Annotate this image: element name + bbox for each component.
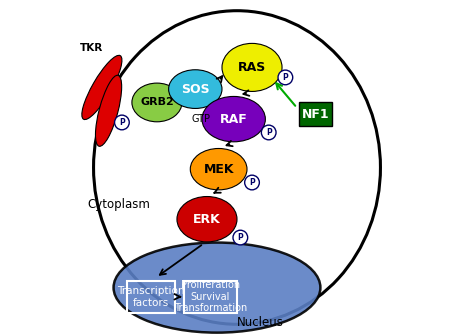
Text: P: P [249,178,255,187]
Text: NF1: NF1 [301,108,329,121]
Text: TKR: TKR [80,43,103,53]
Text: Nucleus: Nucleus [237,316,284,329]
Text: Transcription
factors: Transcription factors [118,286,185,308]
Ellipse shape [190,148,247,190]
Text: MEK: MEK [203,163,234,176]
Ellipse shape [222,44,282,91]
Circle shape [115,115,129,130]
Bar [183,281,237,313]
Text: RAF: RAF [220,113,247,126]
Text: SOS: SOS [181,83,210,95]
Text: P: P [237,233,243,242]
Ellipse shape [93,11,381,324]
Text: Cytoplasm: Cytoplasm [87,198,150,210]
Ellipse shape [132,83,182,122]
FancyBboxPatch shape [299,102,332,126]
Text: P: P [266,128,272,137]
Ellipse shape [202,96,265,142]
Text: GTP: GTP [192,115,211,125]
Text: Proliferation
Survival
Transformation: Proliferation Survival Transformation [173,280,247,313]
Text: GRB2: GRB2 [140,97,174,108]
Circle shape [261,125,276,140]
Circle shape [233,230,248,245]
Ellipse shape [177,197,237,242]
Ellipse shape [114,243,320,333]
Ellipse shape [95,75,122,146]
Text: RAS: RAS [238,61,266,74]
Ellipse shape [82,55,122,120]
Text: ERK: ERK [193,213,221,226]
Text: P: P [119,118,125,127]
Circle shape [278,70,293,85]
Text: P: P [283,73,288,82]
Bar [127,281,175,313]
Circle shape [245,175,259,190]
Ellipse shape [169,70,222,109]
